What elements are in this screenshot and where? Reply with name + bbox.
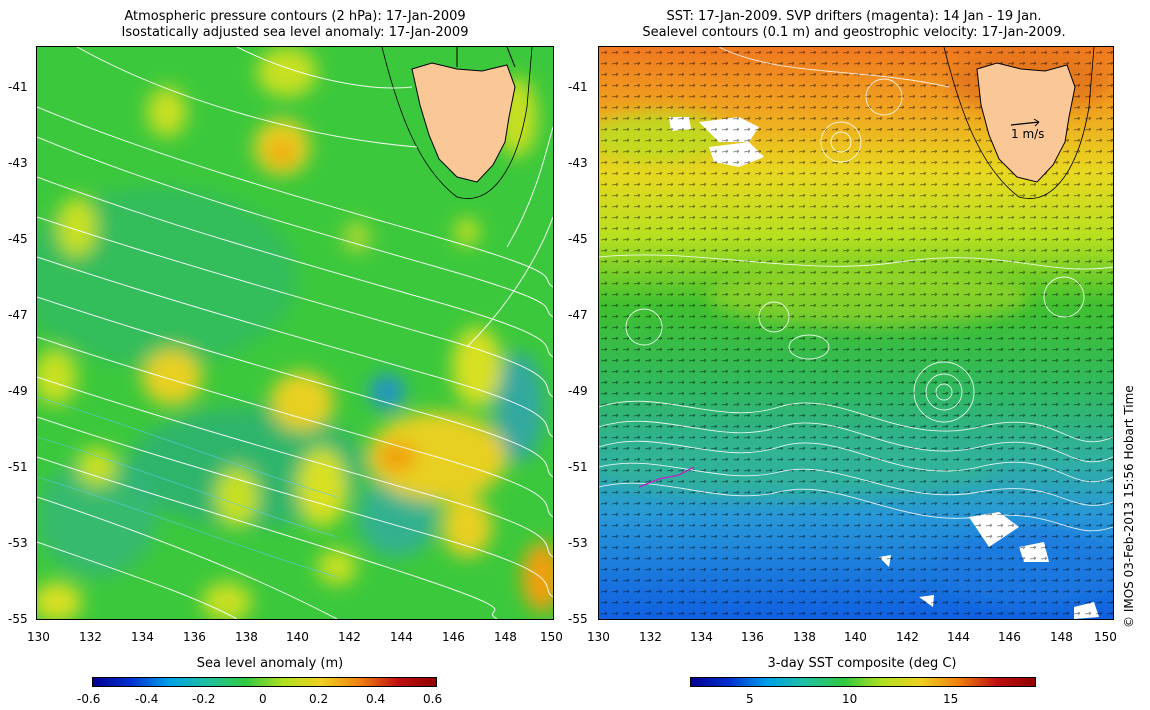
colorbar-tick: 0 bbox=[259, 692, 267, 706]
ssa-anomaly-field bbox=[37, 47, 553, 619]
pressure-contours bbox=[37, 47, 553, 619]
lon-tick: 138 bbox=[793, 630, 816, 644]
lon-tick: 142 bbox=[338, 630, 361, 644]
scale-arrow-label: 1 m/s bbox=[1011, 127, 1045, 141]
sst-colorbar-label: 3-day SST composite (deg C) bbox=[767, 656, 957, 671]
lat-tick: -41 bbox=[8, 80, 28, 94]
colorbar-tick: 0.2 bbox=[309, 692, 329, 706]
credit-text: © IMOS 03-Feb-2013 15:56 Hobart Time bbox=[1122, 385, 1136, 628]
colorbar-tick: 15 bbox=[943, 692, 959, 706]
lon-tick: 132 bbox=[639, 630, 662, 644]
lon-tick: 136 bbox=[183, 630, 206, 644]
lon-tick: 148 bbox=[1050, 630, 1073, 644]
sea-level-anomaly-map bbox=[36, 46, 554, 620]
colorbar-tick: 5 bbox=[746, 692, 754, 706]
lon-tick: 148 bbox=[494, 630, 517, 644]
ssa-colorbar-label: Sea level anomaly (m) bbox=[196, 656, 344, 671]
left-title-line1: Atmospheric pressure contours (2 hPa): 1… bbox=[124, 9, 466, 24]
colorbar-tick: -0.4 bbox=[135, 692, 159, 706]
sst-map: 1 m/s bbox=[598, 46, 1114, 620]
lat-tick: -41 bbox=[568, 80, 588, 94]
ssa-map-svg bbox=[37, 47, 553, 619]
lat-tick: -43 bbox=[568, 156, 588, 170]
lon-tick: 134 bbox=[131, 630, 154, 644]
scale-arrow bbox=[1010, 121, 1040, 126]
lon-tick: 130 bbox=[27, 630, 50, 644]
lon-tick: 132 bbox=[79, 630, 102, 644]
lat-tick: -45 bbox=[8, 232, 28, 246]
colorbar-tick: 0.4 bbox=[366, 692, 386, 706]
lon-tick: 138 bbox=[235, 630, 258, 644]
lon-tick: 140 bbox=[844, 630, 867, 644]
lon-tick: 144 bbox=[390, 630, 413, 644]
tasmania-landmass bbox=[411, 62, 516, 183]
right-title-line2: Sealevel contours (0.1 m) and geostrophi… bbox=[642, 25, 1066, 40]
lat-tick: -49 bbox=[568, 384, 588, 398]
ssa-colorbar bbox=[92, 677, 437, 687]
lat-tick: -51 bbox=[568, 460, 588, 474]
colorbar-tick: -0.2 bbox=[192, 692, 216, 706]
lon-tick: 150 bbox=[1094, 630, 1117, 644]
svp-drifter-track bbox=[638, 466, 695, 488]
lat-tick: -53 bbox=[568, 536, 588, 550]
lat-tick: -45 bbox=[568, 232, 588, 246]
lat-tick: -47 bbox=[8, 308, 28, 322]
lon-tick: 134 bbox=[690, 630, 713, 644]
sealevel-contours bbox=[599, 47, 1113, 532]
lon-tick: 144 bbox=[947, 630, 970, 644]
lat-tick: -49 bbox=[8, 384, 28, 398]
lon-tick: 146 bbox=[998, 630, 1021, 644]
sst-map-svg bbox=[599, 47, 1113, 619]
lon-tick: 130 bbox=[587, 630, 610, 644]
lat-tick: -53 bbox=[8, 536, 28, 550]
tasmania-landmass bbox=[976, 62, 1076, 183]
lat-tick: -51 bbox=[8, 460, 28, 474]
bathymetry-contour bbox=[381, 47, 533, 199]
lat-tick: -55 bbox=[568, 612, 588, 626]
colorbar-tick: -0.6 bbox=[77, 692, 101, 706]
lon-tick: 136 bbox=[741, 630, 764, 644]
left-title-line2: Isostatically adjusted sea level anomaly… bbox=[121, 25, 469, 40]
sst-colorbar bbox=[690, 677, 1036, 687]
lat-tick: -47 bbox=[568, 308, 588, 322]
lon-tick: 150 bbox=[540, 630, 563, 644]
colorbar-tick: 10 bbox=[842, 692, 858, 706]
lat-tick: -43 bbox=[8, 156, 28, 170]
lon-tick: 142 bbox=[896, 630, 919, 644]
colorbar-tick: 0.6 bbox=[423, 692, 443, 706]
lat-tick: -55 bbox=[8, 612, 28, 626]
lon-tick: 140 bbox=[286, 630, 309, 644]
lon-tick: 146 bbox=[442, 630, 465, 644]
right-title-line1: SST: 17-Jan-2009. SVP drifters (magenta)… bbox=[666, 9, 1042, 24]
